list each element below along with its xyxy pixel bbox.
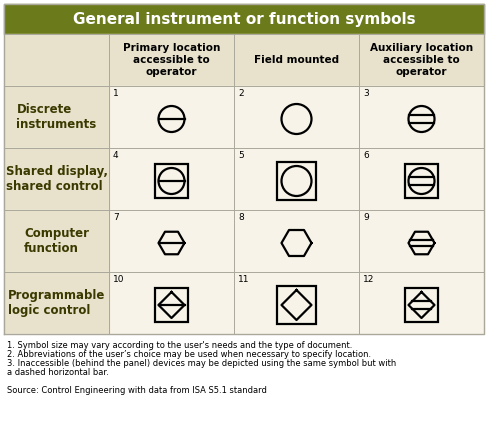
Bar [155,165,188,198]
Polygon shape [4,148,109,210]
Text: 10: 10 [113,275,124,284]
Text: 6: 6 [363,151,369,160]
Text: General instrument or function symbols: General instrument or function symbols [73,11,415,26]
Text: 2. Abbreviations of the user’s choice may be used when necessary to specify loca: 2. Abbreviations of the user’s choice ma… [7,350,371,359]
Polygon shape [4,86,484,148]
Polygon shape [4,272,484,334]
Text: 12: 12 [363,275,374,284]
Polygon shape [4,210,484,272]
Text: 8: 8 [238,213,244,222]
Text: 1. Symbol size may vary according to the user's needs and the type of document.: 1. Symbol size may vary according to the… [7,341,352,350]
Polygon shape [4,4,484,34]
Polygon shape [4,272,109,334]
Polygon shape [4,34,484,86]
Text: Programmable
logic control: Programmable logic control [8,289,105,317]
Text: Discrete
instruments: Discrete instruments [17,103,97,131]
Bar [277,162,316,200]
Polygon shape [4,210,109,272]
Text: 7: 7 [113,213,119,222]
Text: Shared display,
shared control: Shared display, shared control [5,165,107,193]
Text: Field mounted: Field mounted [254,55,339,65]
Polygon shape [4,148,484,210]
Polygon shape [4,86,109,148]
Text: 3. Inaccessible (behind the panel) devices may be depicted using the same symbol: 3. Inaccessible (behind the panel) devic… [7,359,396,368]
Text: Source: Control Engineering with data from ISA S5.1 standard: Source: Control Engineering with data fr… [7,386,267,395]
Bar [277,286,316,324]
Bar [405,165,438,198]
Bar [405,288,438,322]
Bar [155,288,188,322]
Text: 11: 11 [238,275,249,284]
Polygon shape [4,334,484,436]
Text: 2: 2 [238,89,244,98]
Text: 1: 1 [113,89,119,98]
Text: 3: 3 [363,89,369,98]
Text: a dashed horizontal bar.: a dashed horizontal bar. [7,368,109,377]
Text: Auxiliary location
accessible to
operator: Auxiliary location accessible to operato… [370,44,473,77]
Text: Computer
function: Computer function [24,227,89,255]
Text: 5: 5 [238,151,244,160]
Text: 9: 9 [363,213,369,222]
Text: Primary location
accessible to
operator: Primary location accessible to operator [123,44,220,77]
Text: 4: 4 [113,151,119,160]
